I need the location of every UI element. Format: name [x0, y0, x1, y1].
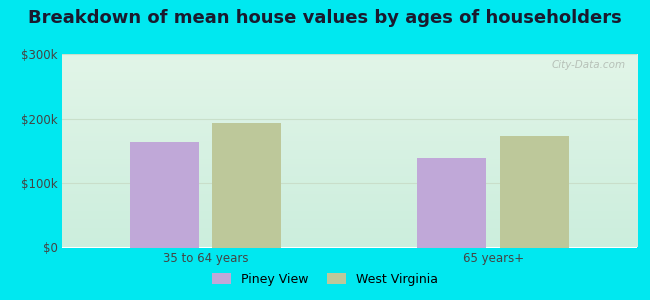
Text: City-Data.com: City-Data.com — [551, 60, 625, 70]
Text: Breakdown of mean house values by ages of householders: Breakdown of mean house values by ages o… — [28, 9, 622, 27]
Bar — [417, 158, 486, 248]
Bar — [500, 136, 569, 248]
Bar — [213, 123, 281, 248]
Legend: Piney View, West Virginia: Piney View, West Virginia — [207, 268, 443, 291]
Bar — [129, 142, 199, 248]
